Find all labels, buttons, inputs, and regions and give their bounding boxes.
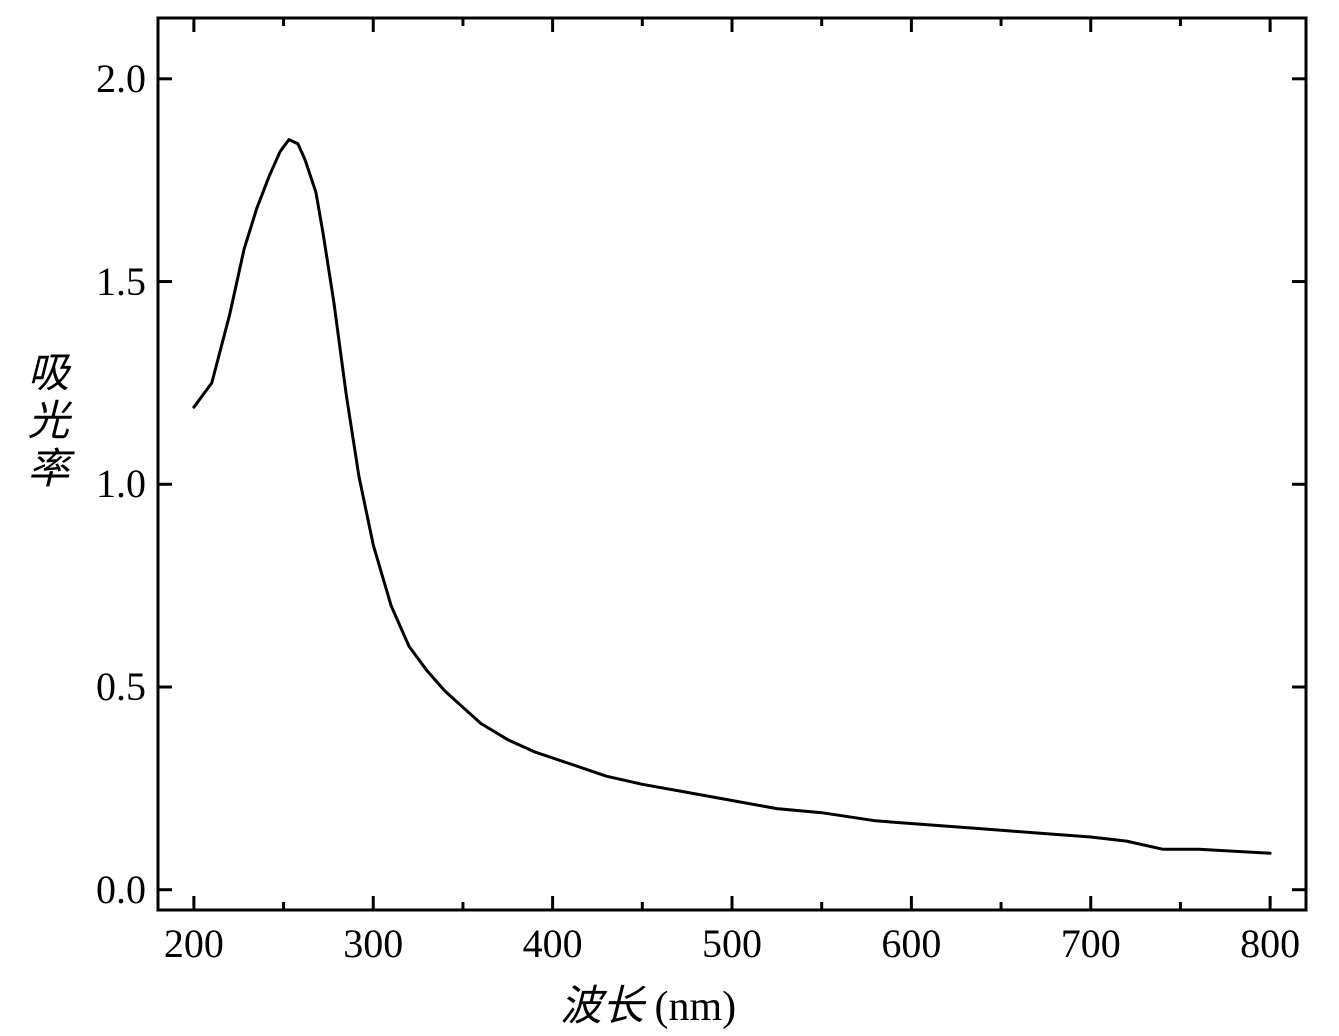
x-tick-label: 500 — [692, 920, 772, 967]
x-tick-label: 600 — [871, 920, 951, 967]
x-tick-label: 200 — [154, 920, 234, 967]
x-axis-label: 波长 (nm) — [560, 972, 736, 1033]
x-tick-label: 800 — [1230, 920, 1310, 967]
x-tick-label: 700 — [1051, 920, 1131, 967]
y-tick-label: 1.5 — [96, 258, 146, 305]
y-tick-label: 0.5 — [96, 663, 146, 710]
x-axis-label-cn: 波长 — [560, 984, 644, 1030]
y-tick-label: 0.0 — [96, 866, 146, 913]
x-tick-label: 300 — [333, 920, 413, 967]
x-tick-label: 400 — [513, 920, 593, 967]
chart-container: 吸光率 波长 (nm) 200 300 400 500 600 700 800 0.0 0.5 1… — [0, 0, 1339, 1036]
x-axis-label-unit: (nm) — [655, 984, 737, 1030]
chart-svg — [0, 0, 1339, 1036]
y-tick-label: 2.0 — [96, 55, 146, 102]
y-axis-label: 吸光率 — [14, 350, 75, 494]
y-tick-label: 1.0 — [96, 460, 146, 507]
